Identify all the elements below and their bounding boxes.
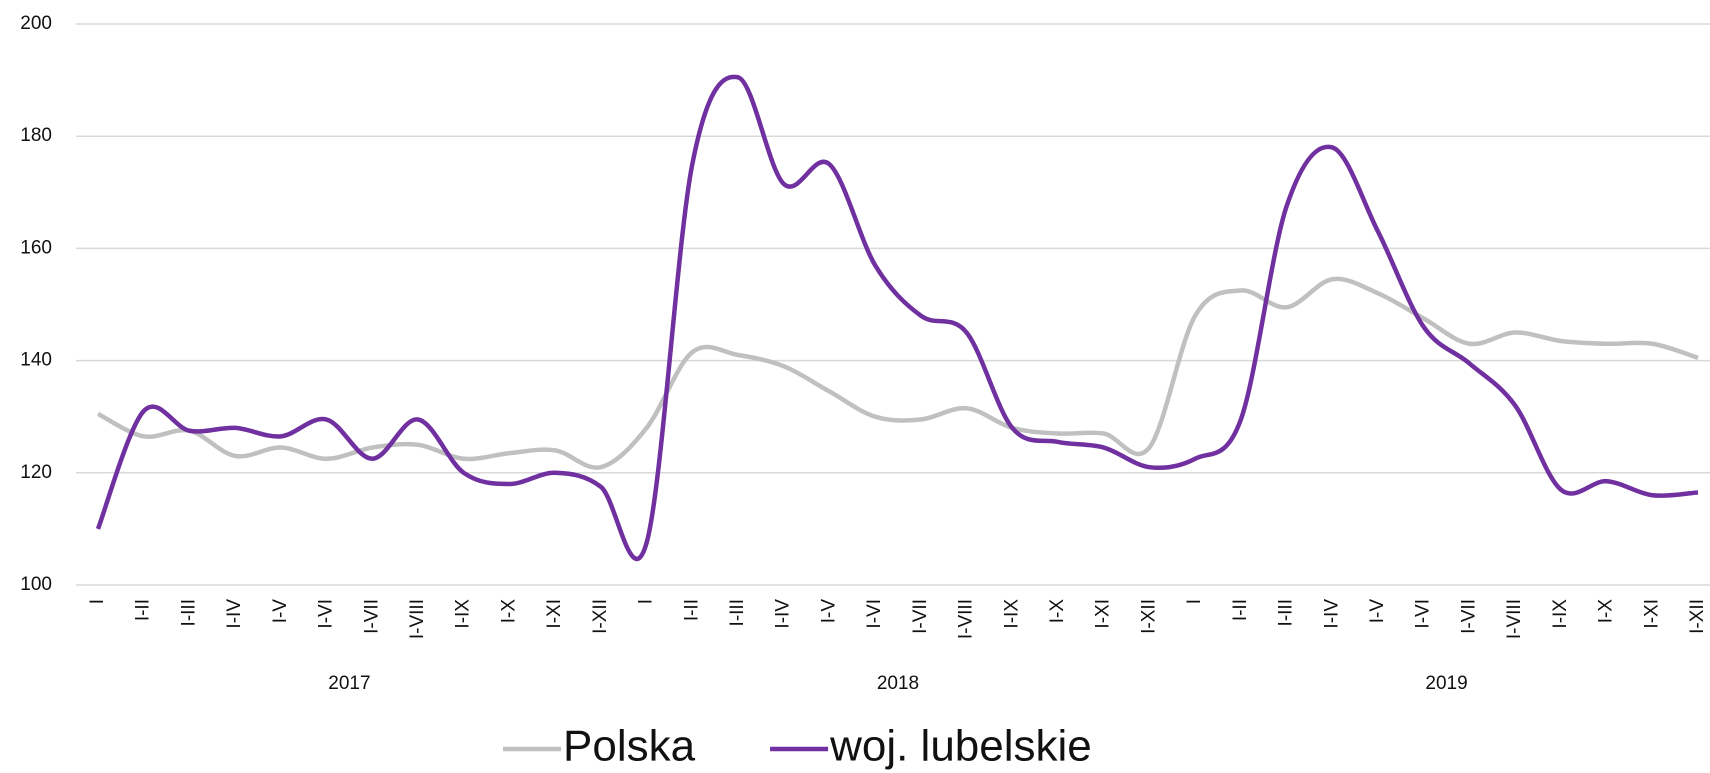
y-tick-label: 100 [20, 574, 52, 595]
x-tick-label: I-VI [864, 599, 885, 629]
x-tick-label: I-II [1230, 599, 1251, 621]
x-tick-label: I-IV [1321, 599, 1342, 629]
x-tick-label: I-VII [361, 599, 382, 634]
x-tick-label: I-VIII [1504, 599, 1525, 639]
series-line [96, 276, 1699, 470]
x-tick-label: I-X [498, 599, 519, 624]
x-tick-label: I-VIII [956, 599, 977, 639]
x-tick-label: I [87, 599, 108, 604]
x-tick-label: I-IX [1550, 599, 1571, 629]
x-tick-label: I-V [818, 599, 839, 624]
x-tick-label: I-VI [1413, 599, 1434, 629]
x-tick-label: I [1184, 599, 1205, 604]
x-tick-label: I-II [681, 599, 702, 621]
x-tick-label: I-XII [590, 599, 611, 634]
legend-label: Polska [563, 722, 696, 771]
y-tick-label: 200 [20, 13, 52, 34]
group-label: 2019 [1425, 673, 1467, 694]
x-tick-label: I-XI [1093, 599, 1114, 629]
x-tick-label: I-X [1596, 599, 1617, 624]
x-tick-label: I-IX [453, 599, 474, 629]
legend-label: woj. lubelskie [829, 722, 1092, 771]
x-tick-label: I-II [133, 599, 154, 621]
x-tick-label: I-V [270, 599, 291, 624]
x-tick-label: I-XII [1138, 599, 1159, 634]
x-tick-label: I-V [1367, 599, 1388, 624]
series-line [95, 74, 1699, 562]
x-tick-label: I-IV [773, 599, 794, 629]
x-tick-label: I [636, 599, 657, 604]
x-tick-label: I-IV [224, 599, 245, 629]
x-tick-label: I-VIII [407, 599, 428, 639]
x-tick-label: I-VII [1458, 599, 1479, 634]
x-tick-label: I-XII [1687, 599, 1708, 634]
y-tick-label: 160 [20, 237, 52, 258]
group-label: 2017 [328, 673, 370, 694]
x-tick-label: I-XI [1641, 599, 1662, 629]
y-tick-label: 180 [20, 125, 52, 146]
x-tick-label: I-III [1276, 599, 1297, 626]
x-tick-label: I-IX [1001, 599, 1022, 629]
y-tick-label: 120 [20, 462, 52, 483]
y-tick-label: 140 [20, 350, 52, 371]
x-tick-label: I-XI [544, 599, 565, 629]
x-tick-label: I-III [727, 599, 748, 626]
legend: Polska woj. lubelskie [503, 722, 1092, 771]
x-tick-label: I-III [178, 599, 199, 626]
group-label: 2018 [877, 673, 919, 694]
x-tick-label: I-VI [316, 599, 337, 629]
x-tick-label: I-VII [910, 599, 931, 634]
x-tick-label: I-X [1047, 599, 1068, 624]
